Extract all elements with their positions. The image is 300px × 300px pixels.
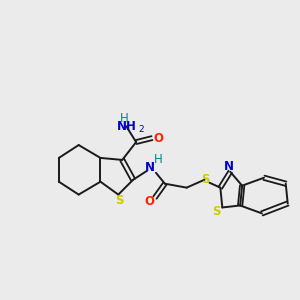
Text: 2: 2 [138,125,144,134]
Text: S: S [212,205,220,218]
Text: H: H [120,112,129,125]
Text: NH: NH [117,120,137,133]
Text: H: H [154,153,162,167]
Text: O: O [144,195,154,208]
Text: O: O [153,132,163,145]
Text: S: S [115,194,124,207]
Text: S: S [201,173,210,186]
Text: N: N [224,160,234,173]
Text: N: N [145,161,155,174]
